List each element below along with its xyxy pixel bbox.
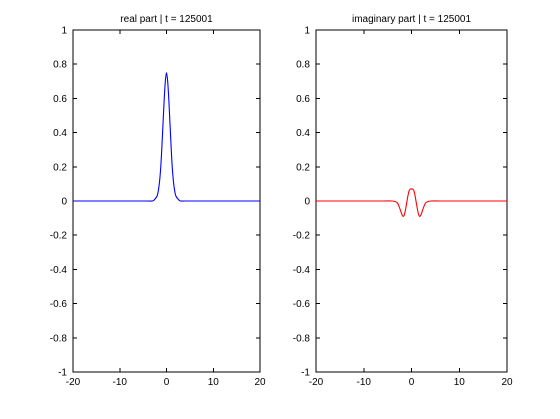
imaginary-part-y-tick-label: 0.4 xyxy=(296,128,310,139)
imaginary-part-x-tick-label: 20 xyxy=(501,377,513,388)
real-part-x-tick-label: -20 xyxy=(66,377,81,388)
real-part-y-tick-label: 0.6 xyxy=(53,94,67,105)
real-part-y-tick-label: -0.2 xyxy=(50,231,68,242)
real-part-y-tick-label: -1 xyxy=(58,368,67,379)
real-part-series-line xyxy=(73,72,260,202)
imaginary-part-x-tick-label: -20 xyxy=(309,377,324,388)
imaginary-part-y-tick-label: -1 xyxy=(301,368,310,379)
imaginary-part-y-tick-label: 0 xyxy=(304,197,310,208)
real-part-y-tick-label: 1 xyxy=(61,26,67,37)
imaginary-part-x-tick-label: 10 xyxy=(454,377,466,388)
real-part-x-tick-label: 0 xyxy=(164,377,170,388)
imaginary-part-y-tick-label: -0.6 xyxy=(293,299,311,310)
real-part-y-tick-label: -0.4 xyxy=(50,265,68,276)
real-part-title: real part | t = 125001 xyxy=(120,14,213,25)
imaginary-part-series-line xyxy=(316,188,507,217)
imaginary-part-y-tick-label: 0.8 xyxy=(296,60,310,71)
imaginary-part-y-tick-label: 0.6 xyxy=(296,94,310,105)
real-part-y-tick-label: -0.6 xyxy=(50,299,68,310)
real-part-x-tick-label: 20 xyxy=(254,377,266,388)
imaginary-part-y-tick-label: 0.2 xyxy=(296,162,310,173)
real-part-x-tick-label: -10 xyxy=(113,377,128,388)
imaginary-part-y-tick-label: 1 xyxy=(304,26,310,37)
imaginary-part-x-tick-label: 0 xyxy=(409,377,415,388)
real-part-x-tick-label: 10 xyxy=(208,377,220,388)
imaginary-part-title: imaginary part | t = 125001 xyxy=(352,14,471,25)
imaginary-part-panel: imaginary part | t = 125001 -20 -10 0 10 201… xyxy=(293,14,513,388)
real-part-y-tick-label: 0 xyxy=(61,197,67,208)
real-part-y-tick-label: 0.8 xyxy=(53,60,67,71)
real-part-y-tick-label: 0.4 xyxy=(53,128,67,139)
real-part-y-tick-label: -0.8 xyxy=(50,333,68,344)
imaginary-part-y-tick-label: -0.2 xyxy=(293,231,311,242)
imaginary-part-x-tick-label: -10 xyxy=(357,377,372,388)
real-part-panel: real part | t = 125001 -20 -10 0 10 2010.80.… xyxy=(50,14,266,388)
imaginary-part-y-tick-label: -0.8 xyxy=(293,333,311,344)
imaginary-part-y-tick-label: -0.4 xyxy=(293,265,311,276)
real-part-y-tick-label: 0.2 xyxy=(53,162,67,173)
